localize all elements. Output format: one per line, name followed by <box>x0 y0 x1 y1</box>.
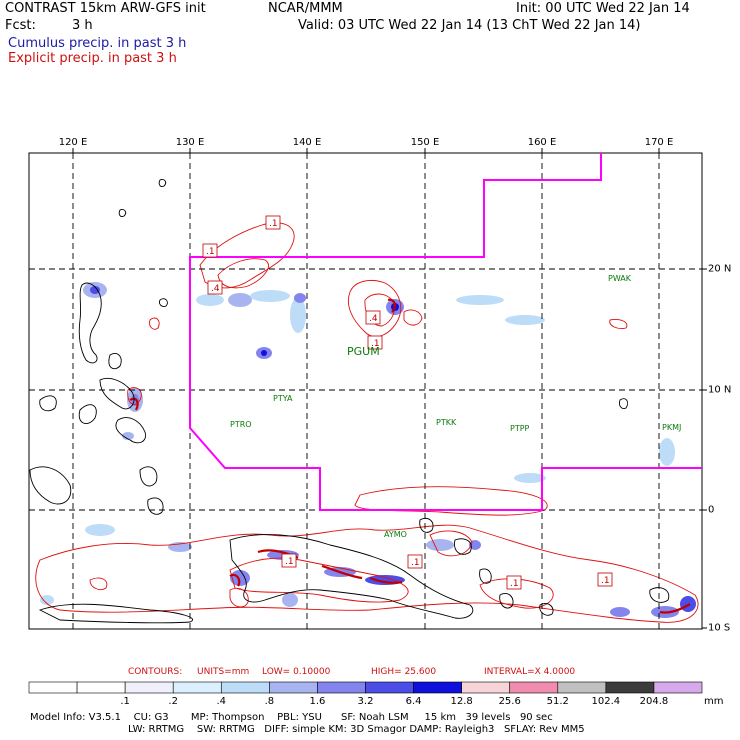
scale-label: 3.2 <box>357 696 374 707</box>
legend-explicit: Explicit precip. in past 3 h <box>8 51 177 66</box>
svg-text:.1: .1 <box>411 558 420 568</box>
forecast-hours: 3 h <box>72 18 93 33</box>
contour-label: .1 <box>281 553 297 568</box>
contour-label: .1 <box>597 572 613 587</box>
contours-low: LOW= 0.10000 <box>262 667 331 677</box>
contour-label: .1 <box>367 335 383 350</box>
organization-label: NCAR/MMM <box>268 1 343 16</box>
lon-label-140e: 140 E <box>292 137 322 148</box>
scale-swatch <box>413 681 462 694</box>
scale-swatch <box>124 681 174 694</box>
scale-swatch <box>172 681 222 694</box>
scale-swatch <box>269 681 318 694</box>
scale-label: 51.2 <box>546 696 569 707</box>
lon-label-120e: 120 E <box>58 137 88 148</box>
contour-label: .1 <box>202 243 218 258</box>
init-time: Init: 00 UTC Wed 22 Jan 14 <box>516 1 690 16</box>
lat-label-10n: 10 N <box>708 384 732 396</box>
lon-label-170e: 170 E <box>644 137 674 148</box>
map-title: CONTRAST 15km ARW-GFS init <box>5 1 206 16</box>
lon-label-150e: 150 E <box>410 137 440 148</box>
scale-label: .4 <box>216 696 227 707</box>
explicit-precip-contours <box>35 222 699 623</box>
svg-text:.4: .4 <box>369 314 378 324</box>
contours-units: UNITS=mm <box>197 667 250 677</box>
station-pwak: PWAK <box>608 274 632 283</box>
scale-swatch <box>509 681 559 694</box>
scale-label: .1 <box>120 696 130 707</box>
scale-swatch <box>365 681 414 694</box>
scale-units: mm <box>704 696 724 707</box>
station-pgum: PGUM <box>347 345 380 358</box>
nested-domain-boundary <box>189 153 702 511</box>
forecast-label: Fcst: <box>5 18 36 33</box>
contours-label: CONTOURS: <box>128 667 183 677</box>
svg-text:.1: .1 <box>206 247 215 257</box>
contour-label: .4 <box>207 280 223 295</box>
station-pkmj: PKMJ <box>662 423 681 432</box>
scale-swatch <box>76 681 126 694</box>
map-frame <box>28 152 703 630</box>
svg-text:.4: .4 <box>211 284 220 294</box>
station-ptkk: PTKK <box>436 418 457 427</box>
scale-swatch <box>317 681 366 694</box>
svg-text:.1: .1 <box>371 339 380 349</box>
valid-time: Valid: 03 UTC Wed 22 Jan 14 (13 ChT Wed … <box>298 18 641 33</box>
scale-label: 204.8 <box>639 696 669 707</box>
scale-label: 6.4 <box>405 696 422 707</box>
station-ptpp: PTPP <box>510 424 530 433</box>
lon-label-130e: 130 E <box>175 137 205 148</box>
scale-label: 25.6 <box>498 696 521 707</box>
lat-label-equator: 0 <box>708 504 715 516</box>
station-ptya: PTYA <box>273 394 293 403</box>
lat-lon-grid <box>29 153 702 629</box>
lat-label-20n: 20 N <box>708 263 732 275</box>
contour-label: .1 <box>506 575 522 590</box>
scale-swatch <box>557 681 607 694</box>
legend-cumulus: Cumulus precip. in past 3 h <box>8 36 187 51</box>
coastlines <box>29 179 670 624</box>
contour-label: .1 <box>265 215 281 230</box>
svg-text:.1: .1 <box>601 576 610 586</box>
station-ptro: PTRO <box>230 420 252 429</box>
precip-color-scale <box>28 681 703 694</box>
scale-swatch <box>28 681 78 694</box>
contours-interval: INTERVAL=X 4.0000 <box>484 667 576 677</box>
cumulus-precip-areas <box>40 282 696 618</box>
scale-label: .2 <box>168 696 178 707</box>
scale-swatch <box>653 681 703 694</box>
contour-label: .1 <box>407 554 423 569</box>
scale-label: 102.4 <box>591 696 621 707</box>
scale-label: .8 <box>264 696 275 707</box>
contour-value-labels: .1 .1 .4 .4 .1 .1 .1 .1 .1 <box>202 215 613 590</box>
scale-label: 1.6 <box>309 696 326 707</box>
svg-text:.1: .1 <box>269 219 278 229</box>
model-info-line1: Model Info: V3.5.1 CU: G3 MP: Thompson P… <box>30 712 553 723</box>
lon-label-160e: 160 E <box>527 137 557 148</box>
lat-label-10s: 10 S <box>708 622 731 634</box>
contour-label: .4 <box>365 310 381 325</box>
scale-swatch <box>461 681 511 694</box>
svg-text:.1: .1 <box>510 579 519 589</box>
station-labels: PWAK PGUM PTYA PTRO PTKK PTPP PKMJ AYMO <box>230 274 681 539</box>
axis-ticks <box>72 148 707 629</box>
scale-label: 12.8 <box>450 696 473 707</box>
model-info-line2: LW: RRTMG SW: RRTMG DIFF: simple KM: 3D … <box>128 724 585 735</box>
station-aymo: AYMO <box>384 530 407 539</box>
contours-high: HIGH= 25.600 <box>371 667 437 677</box>
scale-swatch <box>605 681 655 694</box>
svg-text:.1: .1 <box>285 557 294 567</box>
scale-swatch <box>220 681 270 694</box>
